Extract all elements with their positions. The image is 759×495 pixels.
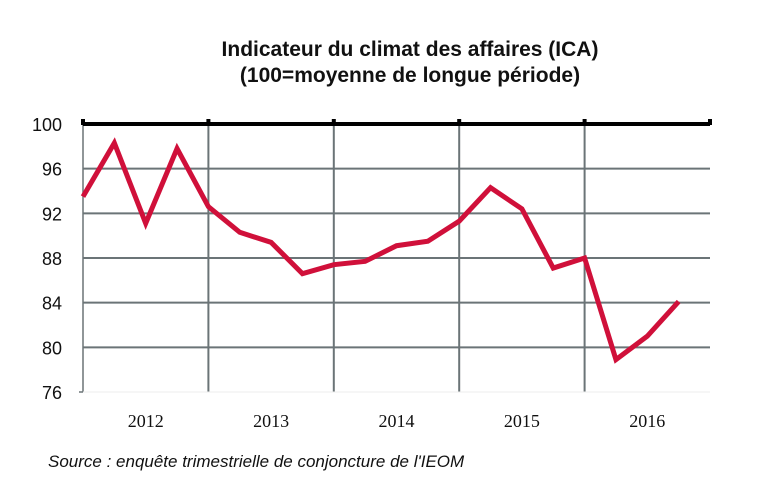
reference-line-tick [331, 119, 336, 125]
y-tick-label: 76 [42, 383, 62, 403]
y-tick-label: 80 [42, 338, 62, 358]
chart-subtitle: (100=moyenne de longue période) [239, 64, 581, 87]
reference-line-tick [81, 119, 85, 125]
x-tick-label: 2014 [379, 411, 415, 431]
x-tick-label: 2013 [253, 411, 289, 431]
source-note: Source : enquête trimestrielle de conjon… [48, 452, 465, 471]
reference-line-tick [206, 119, 211, 125]
reference-line-tick [582, 119, 587, 125]
series-line [80, 137, 681, 364]
y-tick-label: 84 [42, 294, 62, 314]
y-tick-label: 92 [42, 204, 62, 224]
reference-line-tick [708, 119, 712, 125]
reference-line-tick [457, 119, 462, 125]
x-tick-label: 2015 [504, 411, 540, 431]
y-tick-label: 96 [42, 160, 62, 180]
chart-title: Indicateur du climat des affaires (ICA) [221, 38, 599, 61]
x-tick-label: 2012 [128, 411, 164, 431]
y-tick-label: 88 [42, 249, 62, 269]
y-tick-label: 100 [32, 115, 62, 135]
x-tick-label: 2016 [629, 411, 665, 431]
